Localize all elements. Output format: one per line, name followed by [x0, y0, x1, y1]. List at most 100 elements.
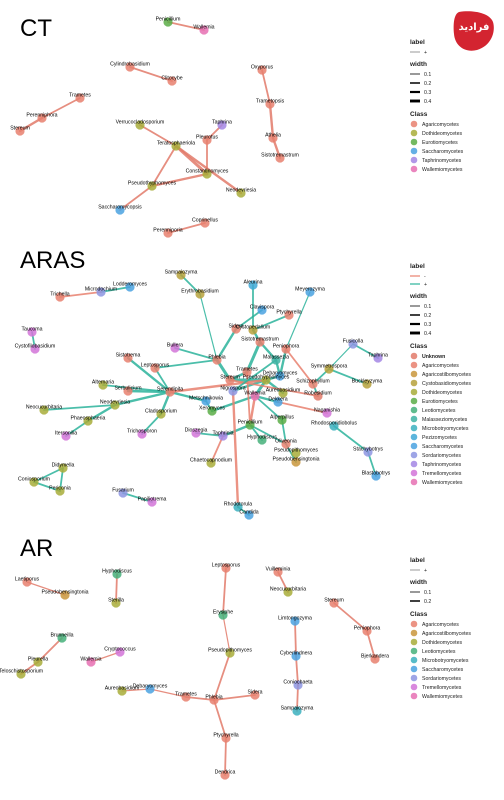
legend-class-item: Wallemiomycetes: [422, 694, 463, 700]
edge-symmetrospora-buckleyzyma: [328, 368, 368, 385]
node-marker: [291, 651, 301, 661]
node-label: Aureobasidium: [266, 388, 301, 394]
node-label: Ptychyrella: [213, 733, 238, 739]
node-label: Perenniphora: [26, 113, 57, 119]
legend-class-item: Eurotiomycetes: [422, 140, 458, 146]
node-sistotremastrum: Sistotremastrum: [241, 337, 279, 347]
edge-peniophora-bjerkandera: [366, 630, 376, 660]
legend-class-swatch: [410, 629, 418, 637]
edge-laetiporus-pseudobensingtonia: [26, 581, 66, 596]
edge-serendipita-pseudohyphomyces: [168, 378, 268, 394]
node-marker: [329, 421, 339, 431]
node-label: Lodderomyces: [113, 282, 147, 288]
node-label: Debaryomyces: [133, 684, 168, 690]
node-cylindrobasidium: Cylindrobasidium: [110, 62, 150, 72]
node-label: Fusicolla: [343, 339, 364, 345]
node-marker: [163, 17, 173, 27]
node-label: Trichella: [50, 292, 70, 298]
legend-ar: label + width 0.1 0.2 Class Agaricomycetes Agar…: [409, 557, 471, 700]
node-periconia: Periconia: [49, 486, 71, 496]
legend-class-swatch: [410, 469, 418, 477]
node-marker: [112, 569, 122, 579]
node-marker: [22, 577, 32, 587]
node-label: Periconia: [49, 486, 71, 492]
node-label: Erythrobasidium: [181, 289, 218, 295]
node-meyerozyma: Meyerozyma: [295, 287, 325, 297]
site-logo-text: فرادید: [458, 22, 490, 33]
panel-label-aras: ARAS: [20, 247, 85, 274]
node-label: Limtongozyma: [278, 616, 312, 622]
node-label: Leptosporus: [212, 563, 241, 569]
node-marker: [75, 93, 85, 103]
node-cystopedalium: Cystopedalium: [236, 325, 270, 335]
edge-stereum-peniophora: [333, 602, 368, 632]
node-serbulicium: Serbulicium: [114, 386, 142, 396]
node-marker: [115, 647, 125, 657]
node-marker: [96, 287, 106, 297]
node-vuilleminia: Vuilleminia: [266, 567, 291, 577]
node-marker: [221, 733, 231, 743]
node-marker: [271, 355, 281, 365]
node-marker: [257, 435, 267, 445]
node-label: Papiliotrema: [138, 497, 167, 503]
node-fusicolla: Fusicolla: [343, 339, 364, 349]
node-marker: [201, 396, 211, 406]
legend-width-item: 0.1: [424, 304, 431, 310]
legend-class-swatch: [410, 415, 418, 423]
node-marker: [273, 397, 283, 407]
node-coniochaeta: Coniochaeta: [283, 680, 313, 690]
legend-class-title: Class: [410, 343, 428, 350]
node-blastobotrys: Blastobotrys: [362, 471, 391, 481]
node-debaryomyces: Debaryomyces: [263, 371, 298, 381]
node-label: Pseudothyphomyces: [128, 181, 177, 187]
node-label: Serendipita: [157, 387, 183, 393]
node-trametes: Trametes: [175, 692, 197, 702]
node-label: Buckleyzyma: [352, 379, 383, 385]
legend-ct: label + width 0.1 0.2 0.3 0.4 Class Agaricomycet…: [409, 39, 464, 173]
edge-wallemia-alperpillus: [254, 395, 283, 421]
node-erythrobasidium: Erythrobasidium: [181, 289, 219, 299]
node-marker: [123, 353, 133, 363]
edge-dekkera-naganishia: [277, 401, 328, 414]
node-label: Sistotrema: [116, 353, 141, 359]
legend-class-item: Dothideomycetes: [422, 131, 462, 137]
edge-rhodosporidiobolus-stachybotrys: [333, 425, 369, 453]
node-marker: [362, 379, 372, 389]
node-trametopsis: Trametopsis: [256, 99, 285, 109]
node-penicillium: Penicillium: [238, 420, 262, 430]
node-marker: [250, 690, 260, 700]
panel-ct: CT Penicillium Wallemia Cylindrobasidium Cl…: [10, 15, 464, 238]
node-marker: [176, 270, 186, 280]
node-label: Itersonilia: [55, 431, 77, 437]
node-marker: [86, 657, 96, 667]
node-label: Microdochium: [85, 287, 117, 293]
nodes-ar: Laetiporus Pseudobensingtonia Hyphodiscus S…: [0, 563, 389, 780]
node-label: Coprinellus: [192, 218, 218, 224]
node-pseudobensingtonia: Pseudobensingtonia: [272, 457, 320, 467]
node-microdochium: Microdochium: [85, 287, 117, 297]
legend-class-item: Taphrinomycetes: [422, 462, 462, 468]
edge-constantinomyces-pseudothyphomyces: [150, 172, 209, 188]
node-marker: [181, 692, 191, 702]
edge-bullera-phlebia: [174, 347, 218, 361]
node-pseudohyphomyces: Pseudohyphomyces: [243, 375, 290, 385]
node-label: Sampaiozyma: [281, 706, 314, 712]
node-wallemia: Wallemia: [244, 391, 266, 401]
node-marker: [30, 344, 40, 354]
edge-leptosporus-phlebia: [154, 359, 218, 369]
node-symmetrospora: Symmetrospora: [311, 364, 347, 374]
node-marker: [292, 706, 302, 716]
legend-class-item: Agaricomycetes: [422, 363, 459, 369]
edge-leptosporus-erysiphe: [222, 567, 227, 616]
node-label: Cystopedalium: [236, 325, 270, 331]
node-wallemia: Wallemia: [80, 657, 102, 667]
node-label: Rhodotorula: [224, 502, 252, 508]
node-marker: [195, 289, 205, 299]
node-hyphodiscus: Hyphodiscus: [247, 435, 277, 445]
node-marker: [202, 169, 212, 179]
edge-wallemia-cryptococcus: [90, 651, 121, 663]
node-sampaiozyma: Sampaiozyma: [281, 706, 314, 716]
edge-erythrobasidium-phlebia: [199, 293, 218, 361]
node-marker: [55, 292, 65, 302]
node-label: Phlebia: [208, 355, 225, 361]
